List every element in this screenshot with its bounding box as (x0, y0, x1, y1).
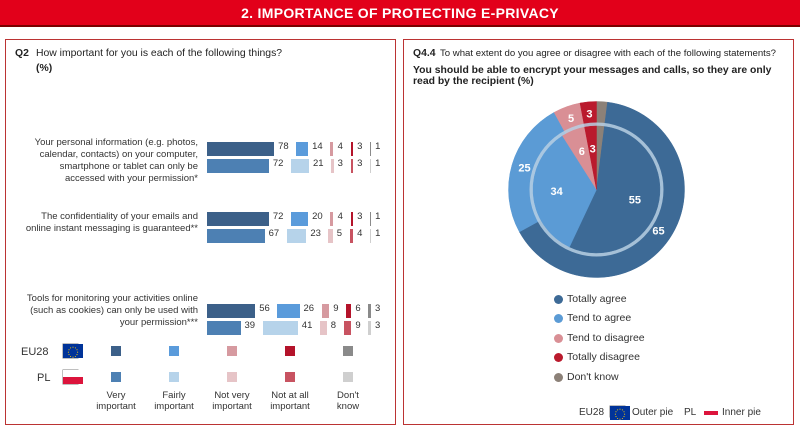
svg-text:65: 65 (652, 226, 664, 238)
svg-text:34: 34 (550, 186, 563, 198)
svg-text:25: 25 (518, 163, 530, 175)
svg-text:3: 3 (586, 109, 592, 121)
svg-text:55: 55 (629, 195, 641, 207)
svg-text:3: 3 (590, 144, 596, 156)
svg-text:6: 6 (579, 146, 585, 158)
svg-text:5: 5 (568, 113, 574, 125)
